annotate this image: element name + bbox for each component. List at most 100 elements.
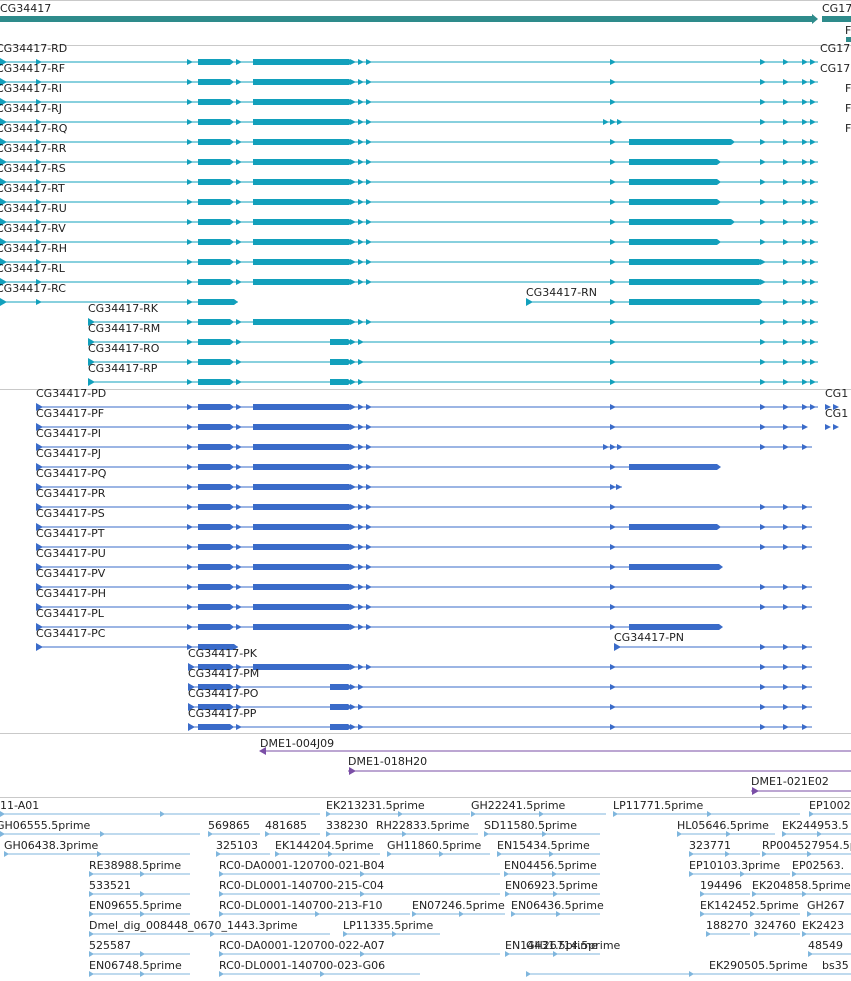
est-label[interactable]: 533521 — [89, 879, 131, 892]
protein_track-label[interactable]: CG34417-PK — [188, 647, 258, 660]
protein_track-label[interactable]: CG34417-PJ — [36, 447, 102, 460]
est-label[interactable]: 323771 — [689, 839, 731, 852]
est-label[interactable]: RC0-DL0001-140700-023-G06 — [219, 959, 386, 972]
mrna_track-label[interactable]: CG34417-RD — [0, 42, 68, 55]
est-label[interactable]: EK244953.5 — [782, 819, 849, 832]
protein_track-label[interactable]: CG34417-PV — [36, 567, 106, 580]
est-label[interactable]: EK142452.5prime — [700, 899, 799, 912]
protein-glyphs[interactable] — [0, 0, 851, 735]
protein_track-label[interactable]: CG34417-PF — [36, 407, 105, 420]
mrna_track-label[interactable]: CG34417-RU — [0, 202, 67, 215]
protein_track-label[interactable]: CG34417-PI — [36, 427, 102, 440]
mrna-glyphs[interactable] — [0, 0, 851, 390]
protein_track-label[interactable]: CG34417-PU — [36, 547, 106, 560]
protein_track-label[interactable]: CG34417-PT — [36, 527, 105, 540]
mrna_track-label[interactable]: CG34417-RK — [88, 302, 159, 315]
est-label[interactable]: EN09655.5prime — [89, 899, 182, 912]
mrna_track-label[interactable]: CG34417-RP — [88, 362, 158, 375]
est-label[interactable]: RC0-DA0001-120700-021-B04 — [219, 859, 385, 872]
est-label[interactable]: HL05646.5prime — [677, 819, 769, 832]
est-label[interactable]: EN06436.5prime — [511, 899, 604, 912]
est-label[interactable]: LP11335.5prime — [343, 919, 434, 932]
est-label[interactable]: 48549 — [808, 939, 843, 952]
gene-right-label[interactable]: CG17 — [822, 2, 851, 15]
est-label[interactable]: RC0-DA0001-120700-022-A07 — [219, 939, 385, 952]
est-label[interactable]: EP02563. — [792, 859, 845, 872]
protein_track-label[interactable]: CG34417-PH — [36, 587, 107, 600]
est-label[interactable]: 325103 — [216, 839, 258, 852]
est-label[interactable]: EN07246.5prime — [412, 899, 505, 912]
protein_track-label[interactable]: CG34417-PC — [36, 627, 106, 640]
mrna_track-label[interactable]: CG34417-RR — [0, 142, 67, 155]
est-label[interactable]: GH26714.5prime — [526, 939, 621, 952]
est-label[interactable]: 525587 — [89, 939, 131, 952]
est-label[interactable]: EK2423 — [802, 919, 845, 932]
est-label[interactable]: GH267 — [807, 899, 845, 912]
bac-label-1[interactable]: DME1-004J09 — [260, 737, 335, 750]
mrna_track-label[interactable]: CG34417-RH — [0, 242, 68, 255]
mrna_track-label[interactable]: CG34417-RS — [0, 162, 66, 175]
est-label[interactable]: 569865 — [208, 819, 250, 832]
est-label[interactable]: EK213231.5prime — [326, 799, 425, 812]
est-label[interactable]: SD11580.5prime — [484, 819, 577, 832]
protein_track-label[interactable]: CG34417-PO — [188, 687, 259, 700]
mrna_track-right-label[interactable]: CG17 — [820, 62, 851, 75]
gene-glyph[interactable]: F — [0, 0, 851, 45]
est-label[interactable]: EK144204.5prime — [275, 839, 374, 852]
mrna_track-label[interactable]: CG34417-RL — [0, 262, 65, 275]
mrna_track-right-label[interactable]: F — [845, 122, 851, 135]
est-label[interactable]: GH22241.5prime — [471, 799, 566, 812]
est-label[interactable]: RC0-DL0001-140700-213-F10 — [219, 899, 383, 912]
bac-glyphs[interactable] — [0, 733, 851, 797]
est-label[interactable]: LP11771.5prime — [613, 799, 704, 812]
gene-label[interactable]: CG34417 — [0, 2, 52, 15]
est-label[interactable]: EK290505.5prime — [709, 959, 808, 972]
est-label[interactable]: RC0-DL0001-140700-215-C04 — [219, 879, 384, 892]
mrna_track-label[interactable]: CG34417-RJ — [0, 102, 63, 115]
bac-label-2[interactable]: DME1-018H20 — [348, 755, 428, 768]
est-label[interactable]: EP10103.3prime — [689, 859, 781, 872]
est-label[interactable]: EN04456.5prime — [504, 859, 597, 872]
mrna-extra-label[interactable]: CG34417-RN — [526, 286, 598, 299]
est-label[interactable]: bs35 — [822, 959, 849, 972]
protein_track-label[interactable]: CG34417-PP — [188, 707, 257, 720]
est-label[interactable]: RH22833.5prime — [376, 819, 470, 832]
bac-label-3[interactable]: DME1-021E02 — [751, 775, 829, 788]
mrna_track-label[interactable]: CG34417-RF — [0, 62, 66, 75]
est-label[interactable]: 338230 — [326, 819, 368, 832]
est-label[interactable]: EN06748.5prime — [89, 959, 182, 972]
protein_track-right-label[interactable]: CG1 — [825, 387, 849, 400]
est-label[interactable]: EK204858.5prime — [752, 879, 851, 892]
mrna_track-right-label[interactable]: CG17 — [820, 42, 851, 55]
est-label[interactable]: Dmel_dig_008448_0670_1443.3prime — [89, 919, 298, 932]
protein_track-label[interactable]: CG34417-PR — [36, 487, 106, 500]
est-glyphs[interactable] — [0, 797, 851, 981]
est-label[interactable]: EN14431.5prime — [505, 939, 598, 952]
est-label[interactable]: 194496 — [700, 879, 742, 892]
protein_track-label[interactable]: CG34417-PS — [36, 507, 105, 520]
est-label[interactable]: 481685 — [265, 819, 307, 832]
protein-extra-label[interactable]: CG34417-PN — [614, 631, 685, 644]
est-label[interactable]: GH11860.5prime — [387, 839, 482, 852]
mrna_track-right-label[interactable]: F — [845, 82, 851, 95]
mrna_track-label[interactable]: CG34417-RC — [0, 282, 66, 295]
mrna_track-right-label[interactable]: F — [845, 102, 851, 115]
mrna_track-label[interactable]: CG34417-RO — [88, 342, 160, 355]
protein_track-label[interactable]: CG34417-PD — [36, 387, 107, 400]
mrna_track-label[interactable]: CG34417-RV — [0, 222, 66, 235]
est-label[interactable]: 324760 — [754, 919, 796, 932]
est-label[interactable]: EP1002 — [809, 799, 851, 812]
est-label[interactable]: GH06555.5prime — [0, 819, 91, 832]
est-label[interactable]: EN15434.5prime — [497, 839, 590, 852]
est-label[interactable]: GH06438.3prime — [4, 839, 99, 852]
est-label[interactable]: 11-A01 — [0, 799, 40, 812]
est-label[interactable]: RE38988.5prime — [89, 859, 182, 872]
protein_track-label[interactable]: CG34417-PL — [36, 607, 104, 620]
mrna_track-label[interactable]: CG34417-RM — [88, 322, 161, 335]
protein_track-label[interactable]: CG34417-PM — [188, 667, 260, 680]
mrna_track-label[interactable]: CG34417-RT — [0, 182, 65, 195]
mrna_track-label[interactable]: CG34417-RQ — [0, 122, 68, 135]
est-label[interactable]: EN06923.5prime — [505, 879, 598, 892]
protein_track-right-label[interactable]: CG1 — [825, 407, 849, 420]
protein_track-label[interactable]: CG34417-PQ — [36, 467, 107, 480]
